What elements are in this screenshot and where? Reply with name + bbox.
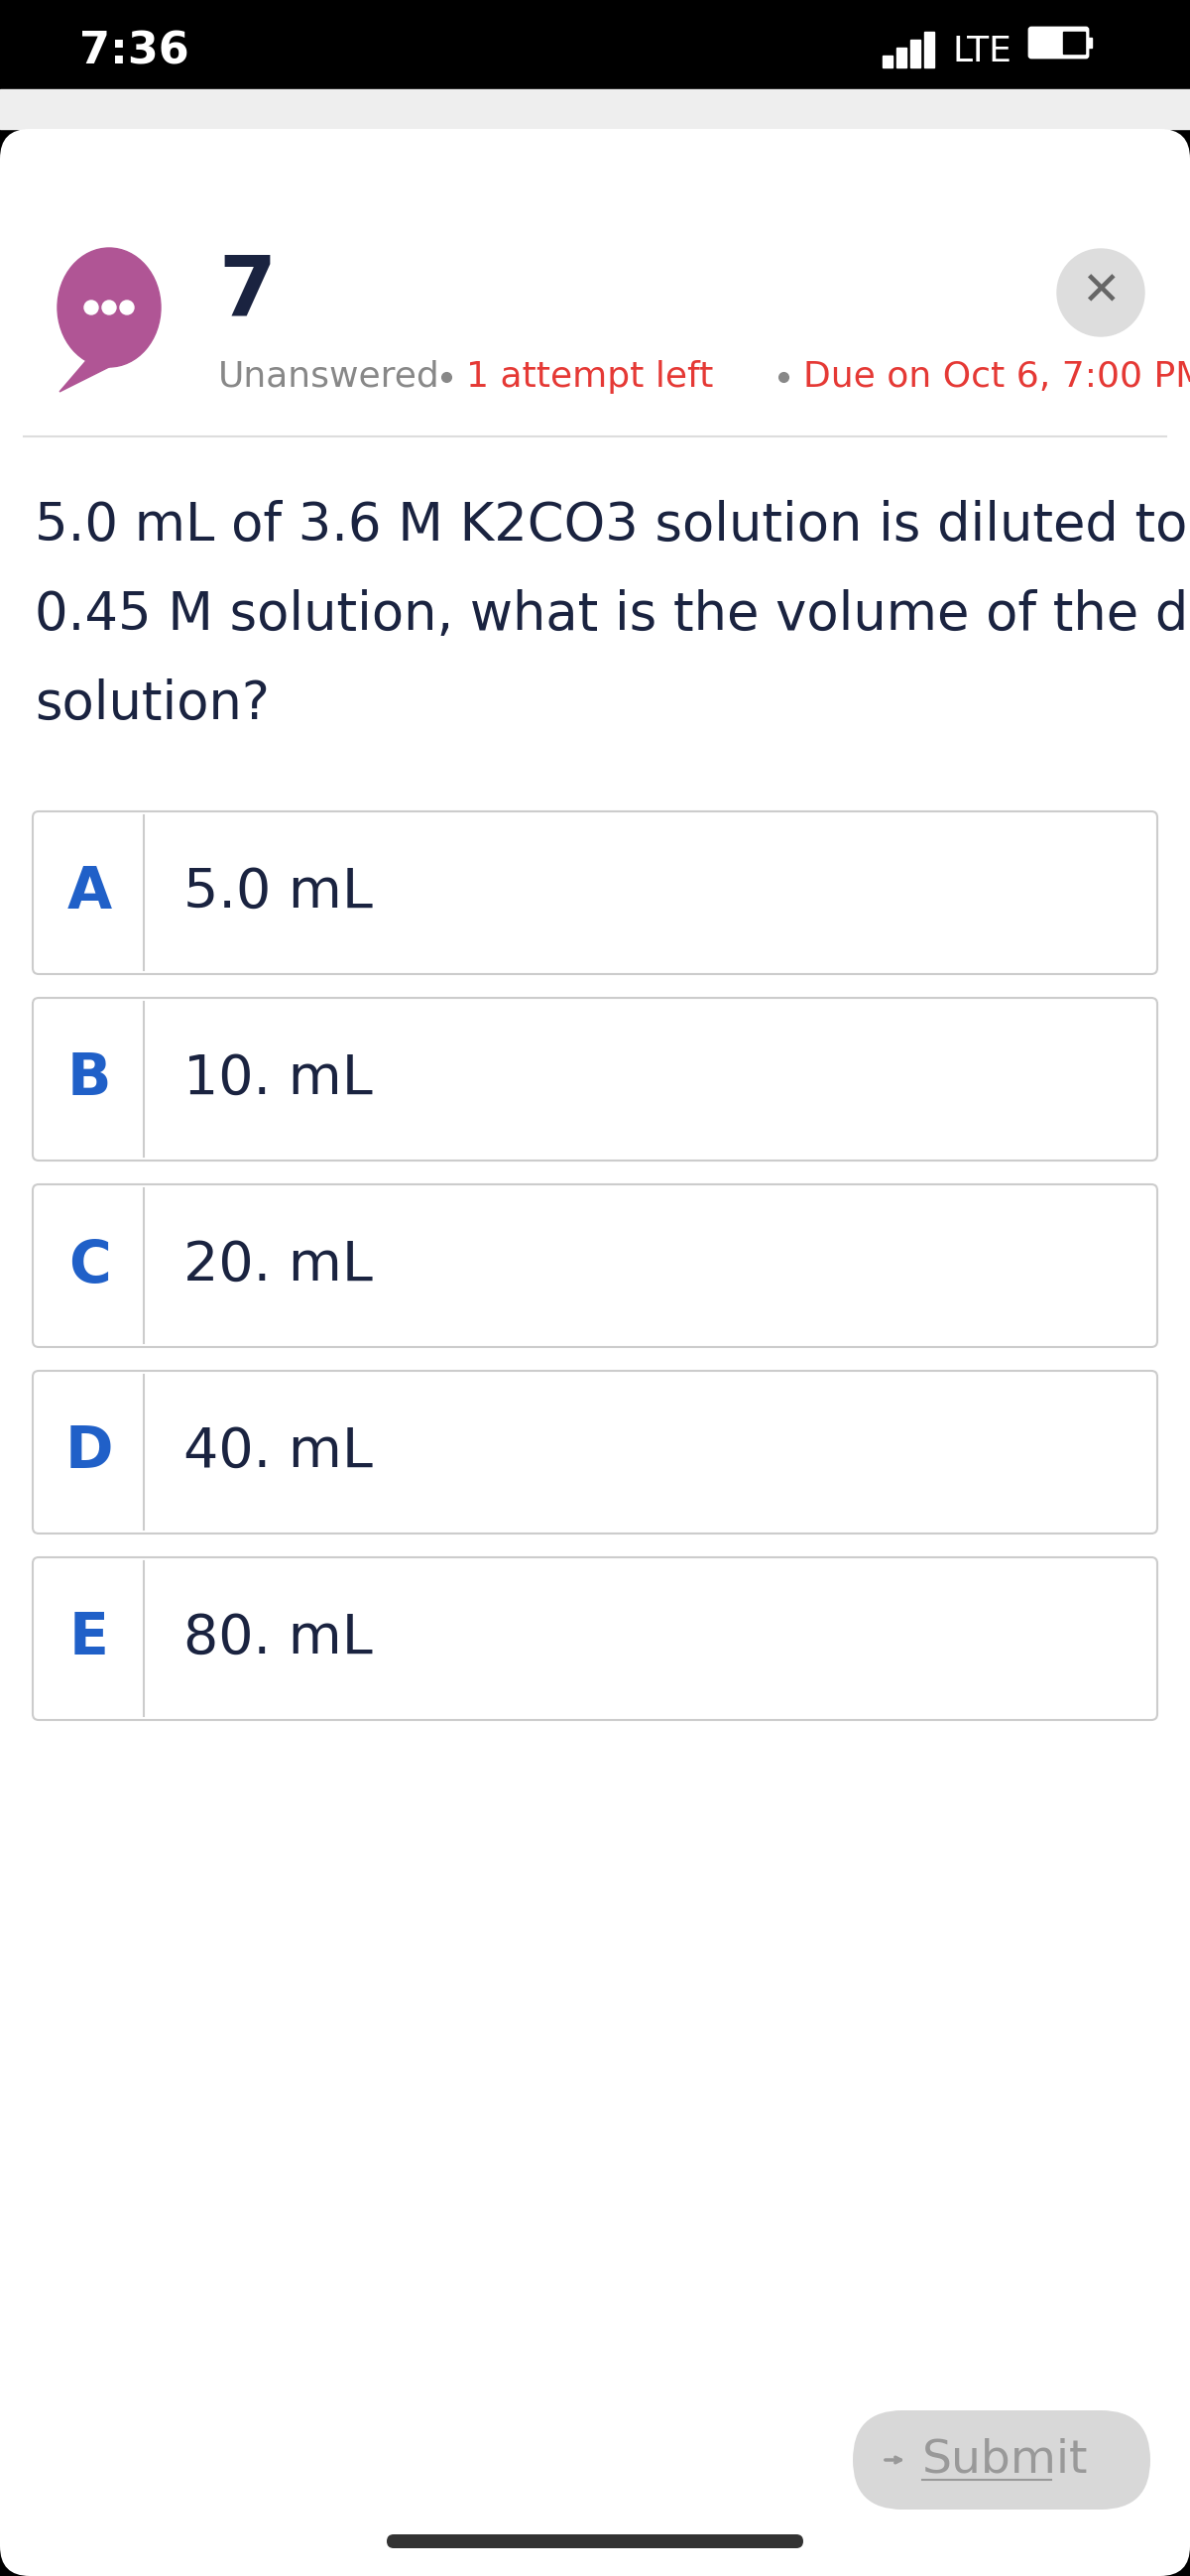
Text: Due on Oct 6, 7:00 PM: Due on Oct 6, 7:00 PM xyxy=(803,361,1190,394)
Bar xyxy=(0,0,1190,90)
Text: 10. mL: 10. mL xyxy=(183,1054,372,1105)
Text: 1 attempt left: 1 attempt left xyxy=(466,361,713,394)
Text: Submit: Submit xyxy=(922,2437,1089,2483)
FancyBboxPatch shape xyxy=(33,997,1157,1162)
FancyBboxPatch shape xyxy=(33,1185,1157,1347)
Bar xyxy=(883,57,892,67)
Text: 80. mL: 80. mL xyxy=(183,1613,372,1667)
Text: ✕: ✕ xyxy=(1081,270,1121,314)
Text: 5.0 mL of 3.6 M K2CO3 solution is diluted to make a: 5.0 mL of 3.6 M K2CO3 solution is dilute… xyxy=(35,500,1190,551)
FancyBboxPatch shape xyxy=(0,129,1190,2576)
FancyBboxPatch shape xyxy=(33,1370,1157,1533)
Text: 7:36: 7:36 xyxy=(80,31,189,72)
FancyBboxPatch shape xyxy=(1029,28,1088,57)
Text: 40. mL: 40. mL xyxy=(183,1425,372,1479)
Bar xyxy=(896,46,907,67)
FancyBboxPatch shape xyxy=(33,811,1157,974)
Bar xyxy=(1064,31,1085,54)
FancyBboxPatch shape xyxy=(387,2535,803,2548)
Text: E: E xyxy=(69,1610,109,1667)
Text: 0.45 M solution, what is the volume of the diluted: 0.45 M solution, what is the volume of t… xyxy=(35,590,1190,641)
Circle shape xyxy=(120,301,133,314)
Text: A: A xyxy=(67,866,112,922)
Text: 20. mL: 20. mL xyxy=(183,1239,372,1293)
Circle shape xyxy=(1057,250,1145,337)
Text: B: B xyxy=(67,1051,112,1108)
Bar xyxy=(1086,39,1092,46)
Polygon shape xyxy=(60,358,119,392)
Bar xyxy=(910,39,920,67)
Bar xyxy=(0,90,1190,129)
Text: LTE: LTE xyxy=(952,36,1011,70)
Text: C: C xyxy=(68,1236,111,1293)
Text: solution?: solution? xyxy=(35,677,270,729)
FancyBboxPatch shape xyxy=(853,2411,1151,2509)
Text: 7: 7 xyxy=(218,252,276,332)
FancyBboxPatch shape xyxy=(33,1558,1157,1721)
Ellipse shape xyxy=(57,247,161,366)
Text: 5.0 mL: 5.0 mL xyxy=(183,866,372,920)
Circle shape xyxy=(102,301,117,314)
Text: D: D xyxy=(65,1425,113,1481)
Bar xyxy=(925,31,934,67)
Circle shape xyxy=(84,301,98,314)
Text: Unanswered: Unanswered xyxy=(218,361,440,394)
